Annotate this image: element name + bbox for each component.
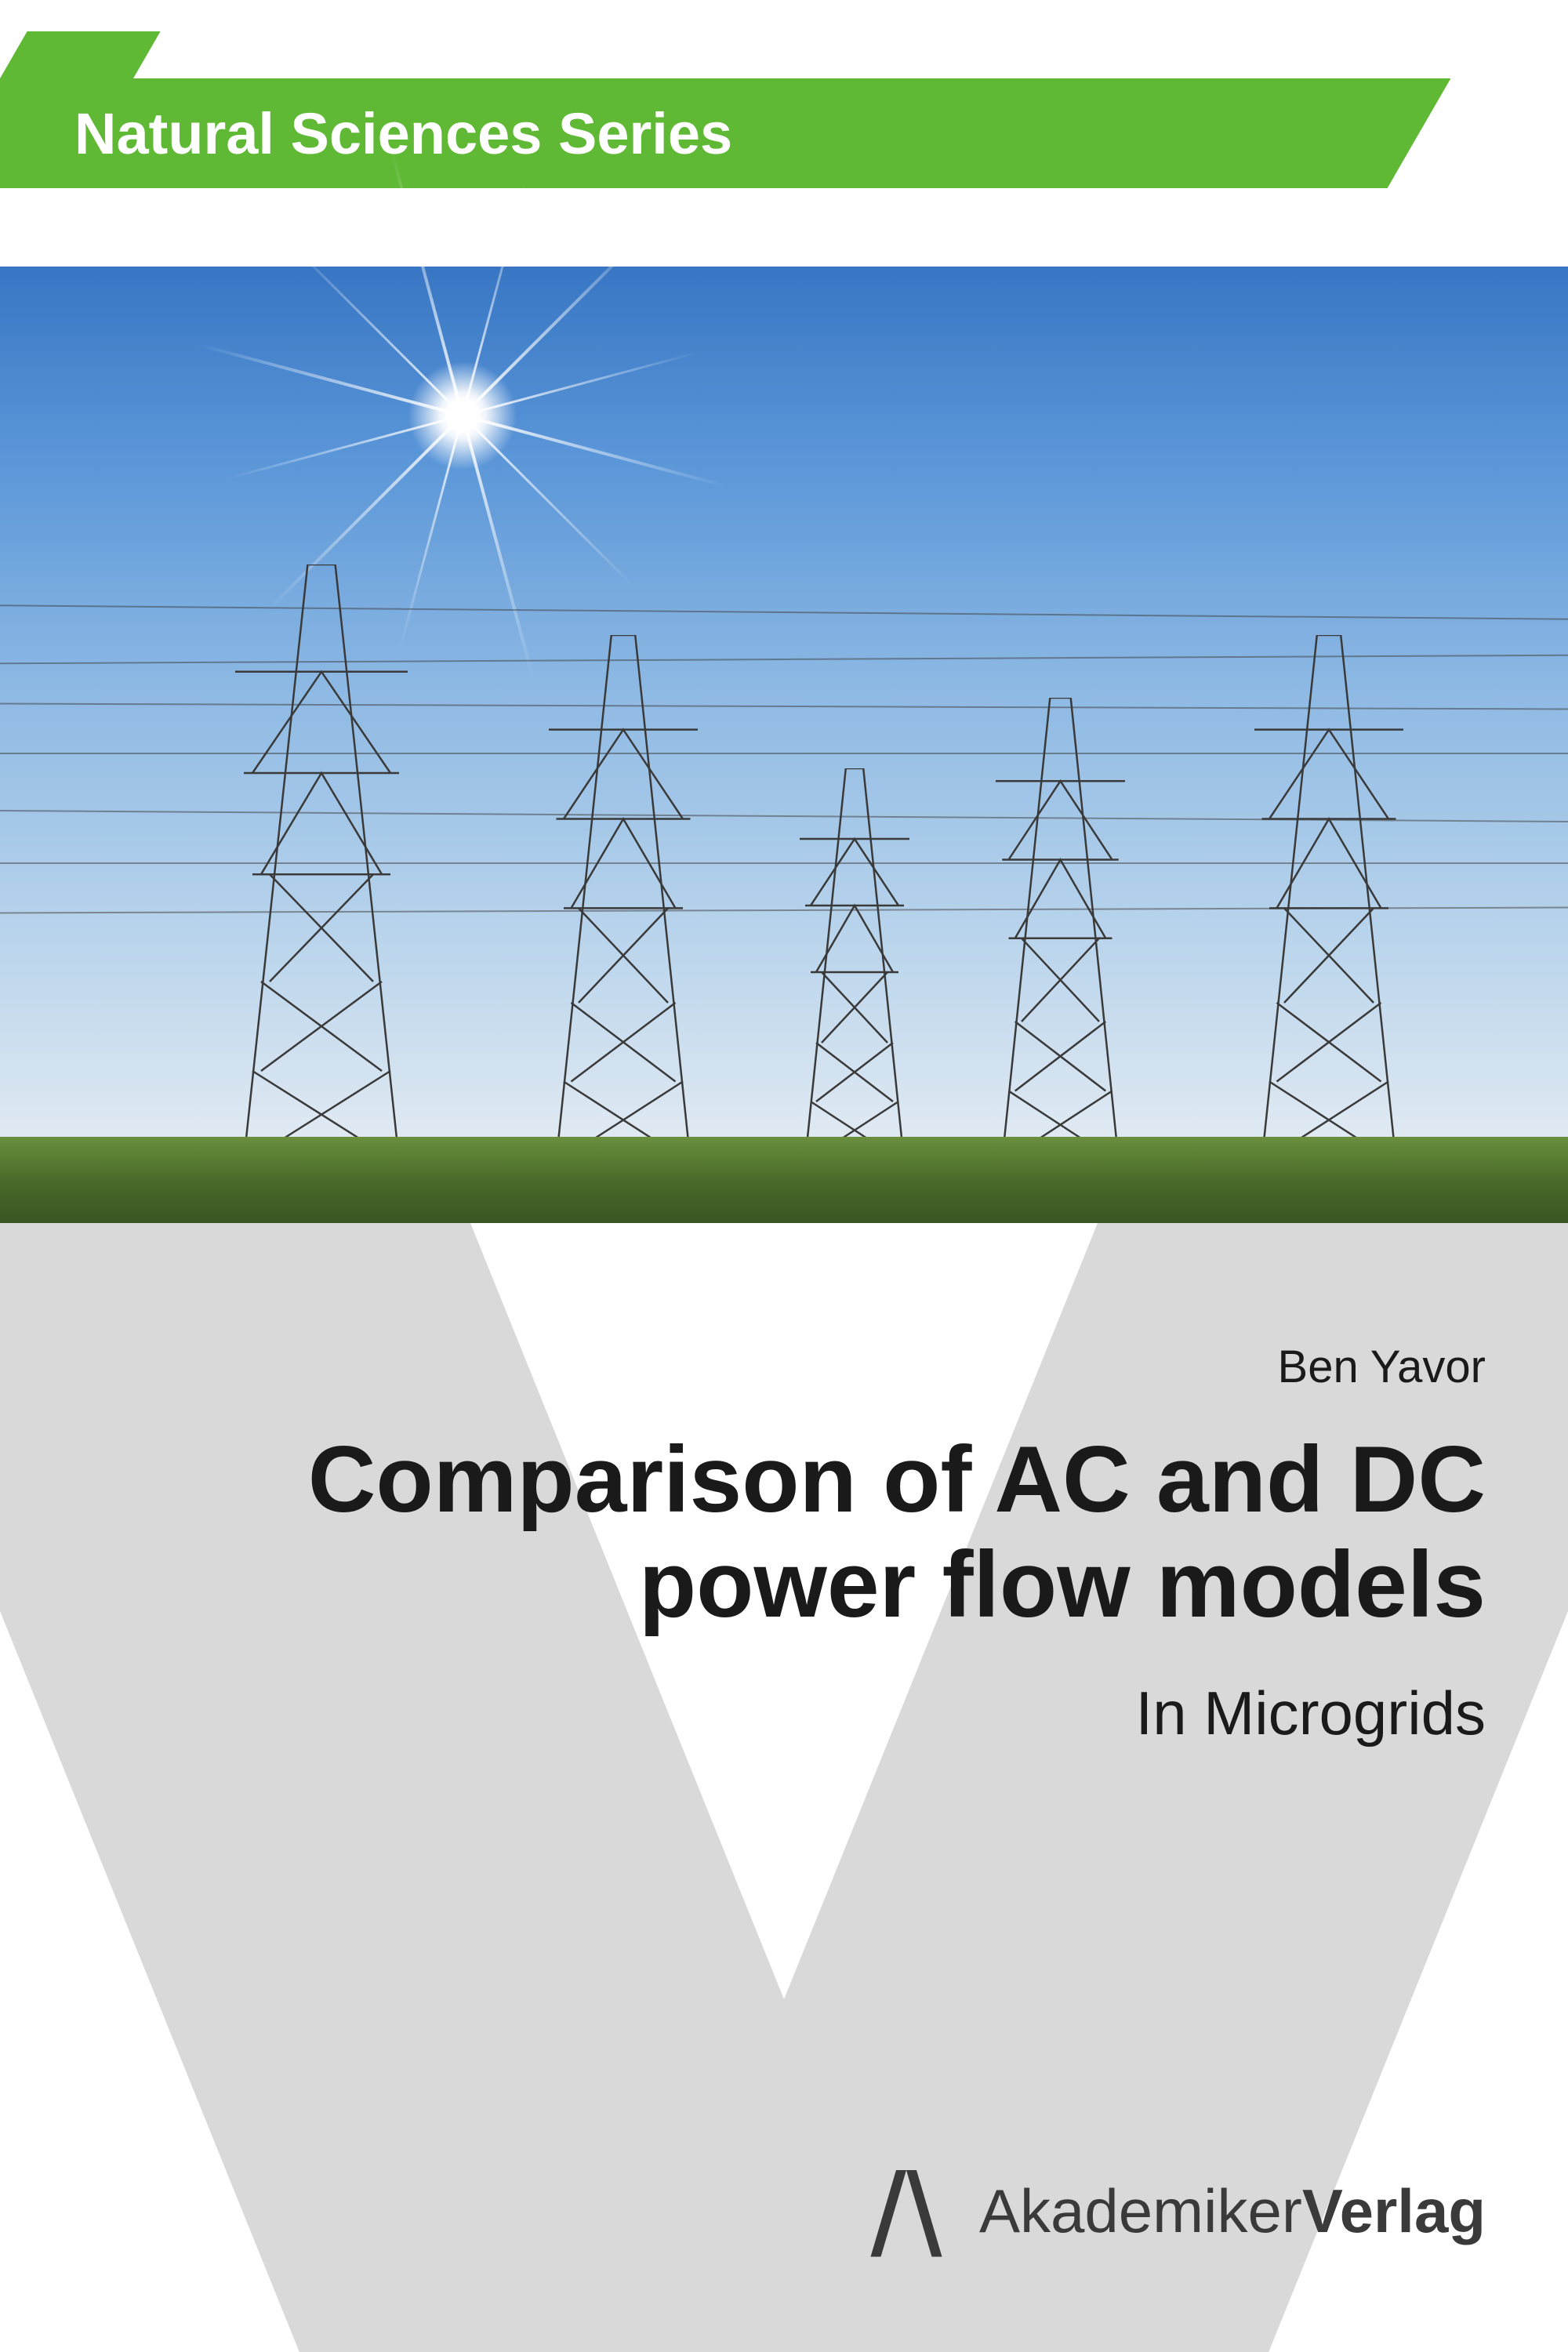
author-name: Ben Yavor <box>1278 1341 1486 1393</box>
series-label: Natural Sciences Series <box>74 100 732 167</box>
grass-foreground <box>0 1137 1568 1223</box>
series-banner: Natural Sciences Series <box>0 78 1364 188</box>
transmission-tower-icon <box>800 768 909 1160</box>
transmission-tower-icon <box>549 635 698 1160</box>
publisher-logo-icon <box>855 2160 957 2262</box>
publisher-name-light: Akademiker <box>979 2176 1302 2245</box>
book-subtitle: In Microgrids <box>1136 1678 1486 1749</box>
transmission-tower-icon <box>1254 635 1403 1160</box>
publisher-block: AkademikerVerlag <box>855 2160 1486 2262</box>
publisher-name: AkademikerVerlag <box>979 2176 1486 2247</box>
transmission-tower-icon <box>996 698 1125 1160</box>
book-title: Comparison of AC and DC power flow model… <box>82 1427 1486 1638</box>
transmission-tower-icon <box>235 564 408 1160</box>
publisher-name-bold: Verlag <box>1302 2176 1486 2245</box>
cover-image <box>0 267 1568 1223</box>
sun-icon <box>408 361 517 470</box>
